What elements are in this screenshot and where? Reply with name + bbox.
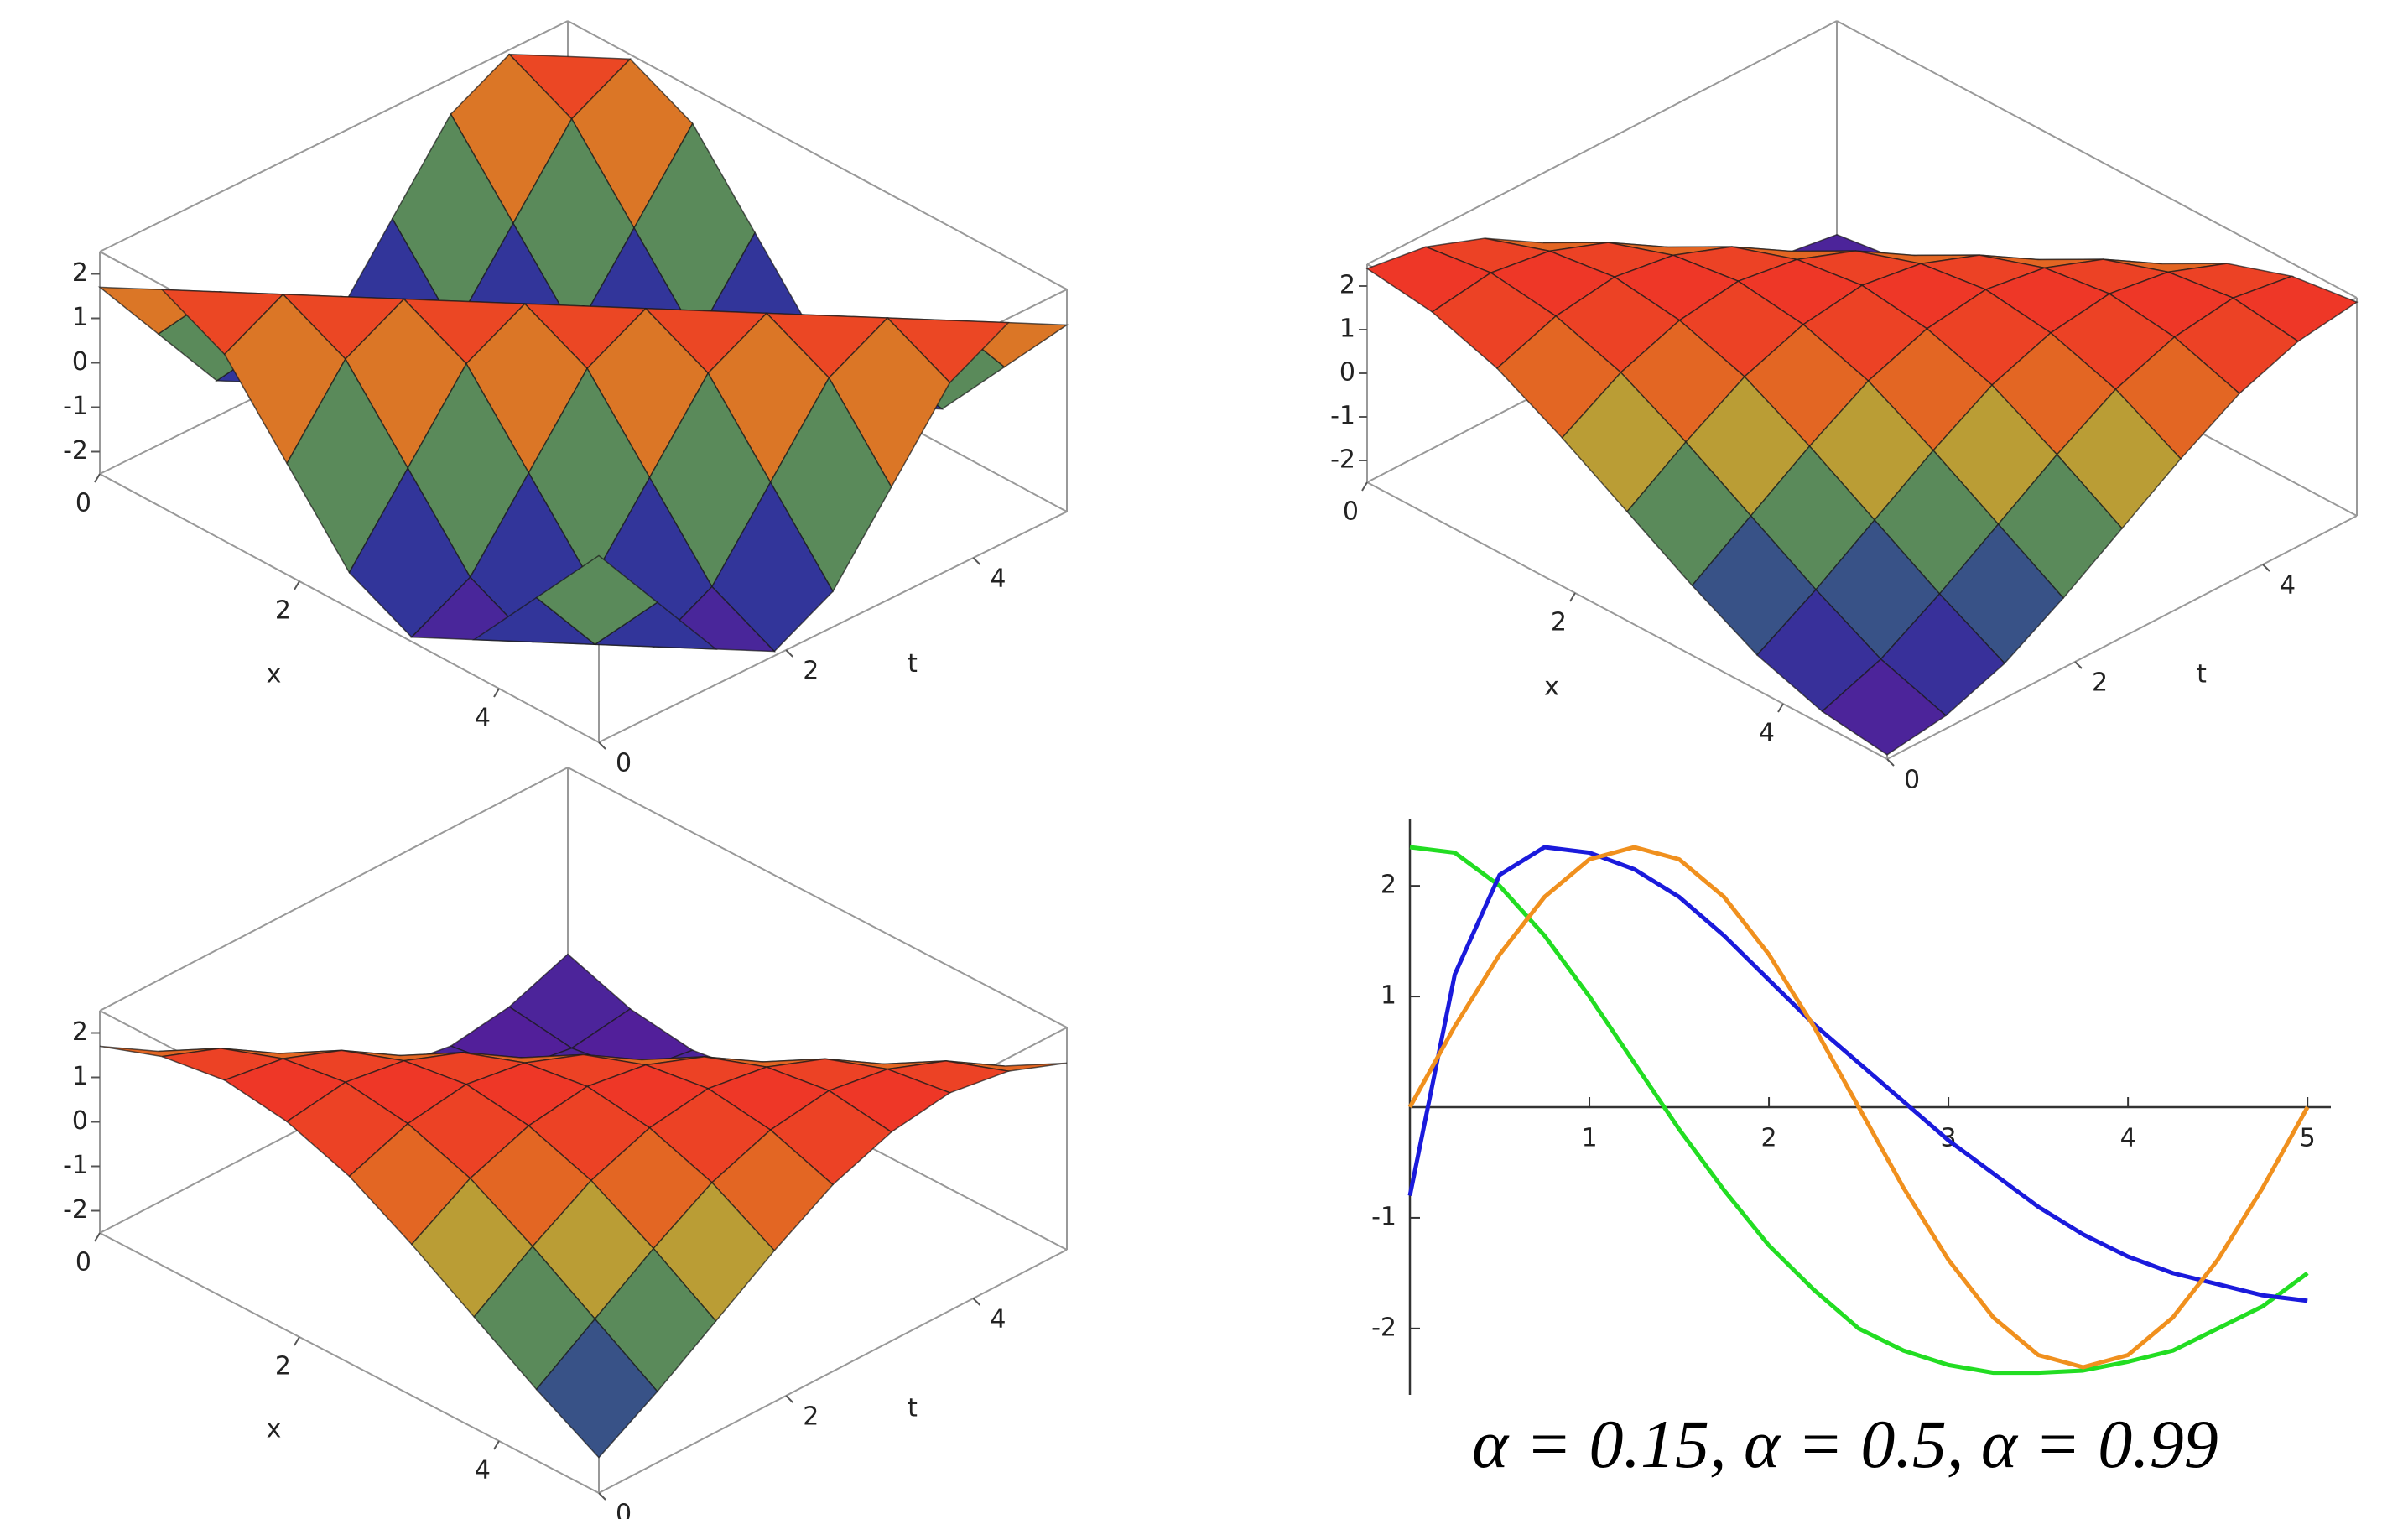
y-tick-label: -1 xyxy=(1371,1202,1396,1231)
x-tick xyxy=(294,1336,300,1346)
x-tick-label: 0 xyxy=(75,489,91,518)
surface-patch xyxy=(535,554,659,646)
z-tick-label: 0 xyxy=(72,1106,88,1136)
box-edge xyxy=(1366,481,1888,760)
y-tick-label: 2 xyxy=(803,657,819,686)
y-tick xyxy=(2074,661,2083,669)
x-tick-label: 2 xyxy=(1761,1124,1777,1153)
y-tick-label: 0 xyxy=(1904,766,1920,795)
z-tick-label: 2 xyxy=(72,1017,88,1047)
y-tick xyxy=(598,741,606,750)
z-tick-label: -2 xyxy=(63,1195,88,1225)
box-edge xyxy=(99,767,569,1012)
x-tick xyxy=(493,688,500,698)
x-axis-label: x xyxy=(267,1415,282,1444)
box-edge xyxy=(1366,20,1838,265)
box-edge xyxy=(598,511,1068,743)
data-line xyxy=(1407,845,2308,1303)
y-tick-label: 2 xyxy=(1381,871,1396,900)
y-tick xyxy=(972,557,981,565)
x-tick xyxy=(1361,481,1368,492)
x-tick xyxy=(94,1232,101,1242)
y-tick xyxy=(2262,564,2270,572)
x-tick-label: 4 xyxy=(1759,719,1775,748)
surface-plot: -2 -1 0 1 2 0 2 4 0 2 4 x t xyxy=(63,20,1069,778)
z-tick-label: -1 xyxy=(63,1151,88,1180)
z-tick-label: 1 xyxy=(72,303,88,332)
z-tick-label: 0 xyxy=(72,347,88,377)
y-axis-label: t xyxy=(908,649,918,679)
y-tick-label: 0 xyxy=(616,1500,632,1519)
z-tick-label: -1 xyxy=(1330,402,1355,431)
x-tick-label: 5 xyxy=(2300,1124,2316,1153)
data-line xyxy=(1409,845,2309,1376)
box-edge xyxy=(99,20,569,252)
x-tick xyxy=(493,1440,500,1450)
x-tick-label: 0 xyxy=(1343,497,1359,527)
x-tick-label: 4 xyxy=(475,1456,491,1485)
z-tick-label: -1 xyxy=(63,392,88,421)
z-tick-label: 0 xyxy=(1339,358,1355,388)
box-edge xyxy=(99,1232,600,1494)
z-tick-label: -2 xyxy=(63,436,88,466)
y-tick-label: 4 xyxy=(2280,571,2296,601)
x-tick-label: 4 xyxy=(2120,1124,2136,1153)
y-tick xyxy=(598,1492,606,1501)
y-tick-label: -2 xyxy=(1371,1313,1396,1342)
box-edge xyxy=(1886,515,2358,760)
x-tick-label: 2 xyxy=(275,596,291,626)
box-edge xyxy=(598,1249,1068,1494)
z-tick-label: 2 xyxy=(72,258,88,288)
x-tick-label: 0 xyxy=(75,1248,91,1277)
y-tick-label: 4 xyxy=(990,564,1006,594)
z-tick-label: 1 xyxy=(72,1062,88,1091)
surface-plot: -2 -1 0 1 2 0 2 4 0 2 4 x t xyxy=(63,767,1068,1519)
y-tick-label: 2 xyxy=(2092,668,2108,698)
z-tick-label: 2 xyxy=(1339,271,1355,300)
surface-patch xyxy=(1821,658,1948,756)
x-axis-label: x xyxy=(267,660,282,689)
x-tick-label: 2 xyxy=(275,1352,291,1381)
x-tick xyxy=(294,580,300,590)
data-line xyxy=(1407,845,2310,1370)
x-tick xyxy=(1777,703,1784,713)
y-tick-label: 4 xyxy=(990,1305,1006,1334)
y-tick xyxy=(1886,758,1895,767)
y-tick-label: 1 xyxy=(1381,981,1396,1011)
box-edge xyxy=(1836,20,2358,299)
box-edge xyxy=(99,473,600,743)
surface-plot: -2 -1 0 1 2 0 2 4 0 2 4 x t xyxy=(1330,20,2359,795)
z-tick-label: 1 xyxy=(1339,315,1355,344)
z-tick-label: -2 xyxy=(1330,445,1355,475)
y-tick xyxy=(972,1298,981,1306)
x-tick xyxy=(94,473,101,483)
surface-patch xyxy=(535,1318,658,1459)
y-axis-label: t xyxy=(2197,660,2207,689)
x-tick xyxy=(1569,592,1576,602)
x-tick-label: 1 xyxy=(1581,1124,1597,1153)
y-tick xyxy=(785,649,793,658)
box-edge xyxy=(567,20,1068,290)
caption: α = 0.15, α = 0.5, α = 0.99 xyxy=(1472,1406,2218,1482)
y-tick-label: 0 xyxy=(616,749,632,778)
x-tick-label: 2 xyxy=(1551,608,1567,637)
y-axis-label: t xyxy=(908,1394,918,1423)
y-tick-label: 2 xyxy=(803,1402,819,1432)
x-tick-label: 4 xyxy=(475,704,491,733)
box-edge xyxy=(567,767,1068,1028)
x-axis-label: x xyxy=(1544,673,1559,702)
y-tick xyxy=(785,1395,793,1403)
